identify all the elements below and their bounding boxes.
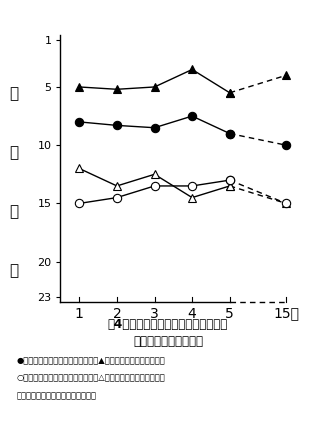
Text: 順: 順	[9, 204, 18, 219]
Text: 進: 進	[9, 86, 18, 101]
Text: 図4　育成後期における捕獲施設への: 図4 育成後期における捕獲施設への	[108, 318, 228, 330]
Text: その他５頭，全育成牛群頭数２３頭: その他５頭，全育成牛群頭数２３頭	[17, 391, 97, 400]
Text: 入: 入	[9, 145, 18, 160]
Text: 番: 番	[9, 263, 18, 278]
Text: ○：自然哺乳・無訓練（５頭），　△：自然哺乳・訓練（５頭）: ○：自然哺乳・無訓練（５頭）， △：自然哺乳・訓練（５頭）	[17, 374, 166, 383]
Text: ●：人工哺乳・無訓練（４頭），　▲：人工哺乳・訓練（４頭）: ●：人工哺乳・無訓練（４頭）， ▲：人工哺乳・訓練（４頭）	[17, 356, 166, 365]
Text: 進入順番の推移: 進入順番の推移	[133, 335, 203, 348]
